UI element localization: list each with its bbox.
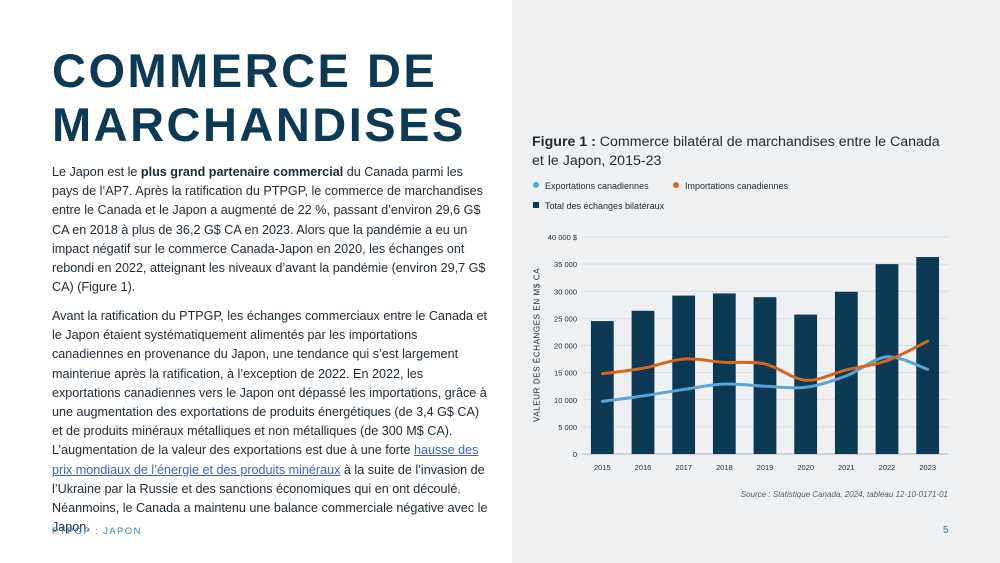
y-tick-label: 30 000 <box>554 287 577 296</box>
x-tick-label: 2019 <box>757 463 774 472</box>
total-trade-bar <box>631 310 655 454</box>
figure-label: Figure 1 : <box>532 134 596 150</box>
total-trade-bar <box>875 264 899 454</box>
total-trade-bar <box>590 321 614 454</box>
imports-line <box>600 339 930 382</box>
analysis-text-start: Avant la ratification du PTPGP, les écha… <box>52 309 487 458</box>
y-tick-label: 10 000 <box>554 396 577 405</box>
total-trade-bar <box>794 314 818 454</box>
y-tick-label: 25 000 <box>554 314 577 323</box>
page-title-line2: MARCHANDISES <box>52 98 466 151</box>
y-tick-label: 5 000 <box>558 423 577 432</box>
exports-line <box>600 355 930 403</box>
y-tick-label: 35 000 <box>554 260 577 269</box>
legend-total-label: Total des échanges bilatéraux <box>545 201 665 211</box>
total-trade-bar <box>753 297 777 454</box>
figure-source: Source : Statistique Canada, 2024, table… <box>740 490 948 499</box>
energy-prices-link[interactable]: hausse des prix mondiaux de l’énergie et… <box>52 443 479 477</box>
analysis-paragraph: Avant la ratification du PTPGP, les écha… <box>52 307 492 537</box>
total-trade-bar <box>916 257 940 454</box>
x-tick-label: 2018 <box>716 463 733 472</box>
total-trade-bar <box>672 295 696 454</box>
figure-title: Figure 1 : Commerce bilatéral de marchan… <box>532 133 952 171</box>
footer-section-label: PTPGP : JAPON <box>52 526 142 537</box>
analysis-text-end: à la suite de l’invasion de l’Ukraine pa… <box>52 462 488 535</box>
y-tick-label: 0 <box>573 450 577 459</box>
figure-caption: Commerce bilatéral de marchandises entre… <box>532 134 940 169</box>
x-tick-label: 2023 <box>919 463 936 472</box>
y-tick-label: 20 000 <box>554 342 577 351</box>
legend-total: Total des échanges bilatéraux <box>533 201 664 211</box>
page-title-line1: COMMERCE DE <box>52 44 438 97</box>
legend-total-marker <box>533 202 539 208</box>
y-tick-label: 15 000 <box>554 369 577 378</box>
total-trade-bar <box>712 293 736 454</box>
legend-imports-marker <box>673 182 679 188</box>
x-tick-label: 2017 <box>675 463 692 472</box>
x-tick-label: 2016 <box>635 463 652 472</box>
intro-text-start: Le Japon est le <box>52 165 141 179</box>
x-tick-label: 2015 <box>594 463 611 472</box>
intro-text-end: du Canada parmi les pays de l’AP7. Après… <box>52 165 486 295</box>
legend-exports-marker <box>533 182 539 188</box>
legend-exports-label: Exportations canadiennes <box>545 181 649 191</box>
total-trade-bar <box>834 291 858 454</box>
intro-text-bold: plus grand partenaire commercial <box>140 165 344 179</box>
intro-paragraph: Le Japon est le plus grand partenaire co… <box>52 163 492 297</box>
x-tick-label: 2022 <box>879 463 896 472</box>
legend-exports: Exportations canadiennes <box>533 181 649 191</box>
legend-imports-label: Importations canadiennes <box>685 181 789 191</box>
page-number: 5 <box>943 525 949 536</box>
legend-imports: Importations canadiennes <box>673 181 788 191</box>
page-title: COMMERCE DE MARCHANDISES <box>52 44 466 152</box>
y-tick-label: 40 000 $ <box>548 233 578 242</box>
x-tick-label: 2020 <box>797 463 814 472</box>
x-tick-label: 2021 <box>838 463 855 472</box>
